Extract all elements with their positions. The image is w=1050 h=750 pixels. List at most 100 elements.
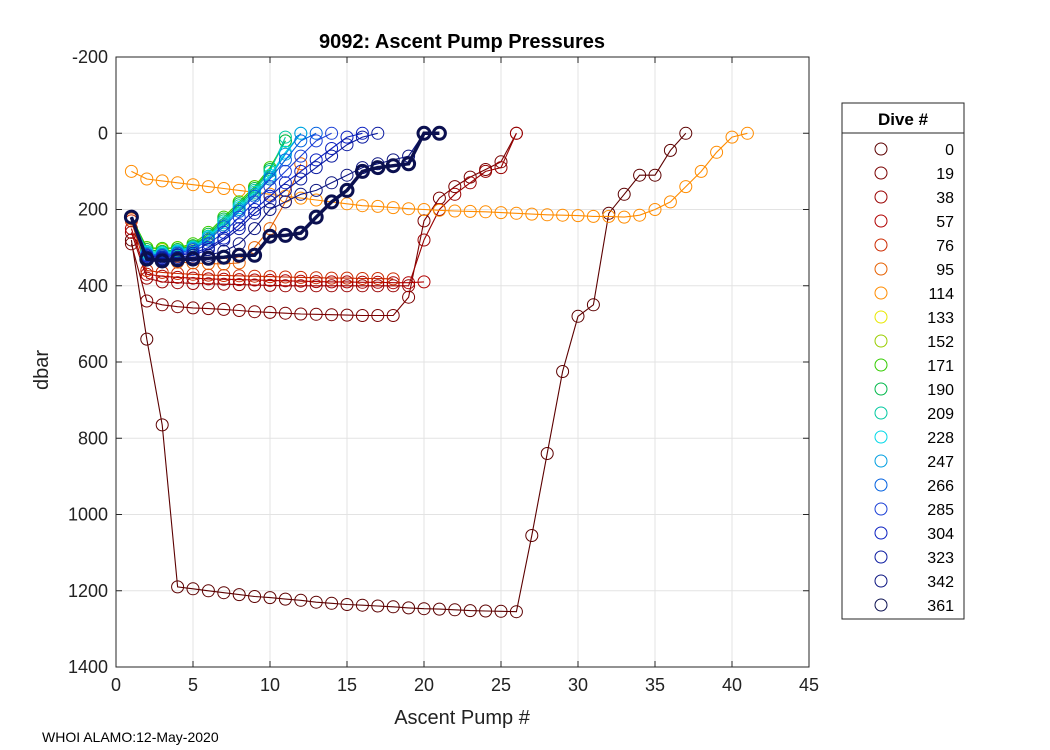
data-point [325, 126, 339, 140]
data-point [325, 271, 339, 285]
data-point [371, 309, 385, 322]
data-point [355, 275, 369, 289]
legend-label: 266 [927, 478, 954, 495]
data-point [509, 206, 523, 220]
legend-item-dive-95: 95 [874, 262, 954, 279]
data-point [370, 160, 386, 176]
legend-item-dive-38: 38 [874, 190, 954, 207]
data-point [140, 294, 154, 308]
legend-marker [874, 262, 888, 276]
data-point [263, 195, 277, 209]
legend-marker [874, 310, 888, 324]
series-dive-57 [124, 222, 431, 290]
data-point [201, 272, 215, 286]
legend-label: 76 [936, 238, 954, 255]
data-point [309, 275, 323, 289]
y-tick-label: 1000 [68, 505, 108, 525]
data-point [663, 195, 677, 209]
data-point [340, 275, 354, 289]
data-point [309, 595, 323, 609]
y-tick-label: 1400 [68, 657, 108, 677]
data-point [340, 271, 354, 285]
data-point [170, 252, 186, 268]
data-point [463, 176, 477, 190]
data-point [386, 276, 400, 290]
data-point [263, 273, 277, 287]
data-point [402, 202, 416, 216]
data-point [540, 447, 554, 460]
data-point [402, 290, 416, 304]
y-axis-ticks: -200 0 200 400 600 800 1000 1200 1400 [68, 47, 809, 677]
series-dive-0 [124, 126, 693, 619]
data-point [294, 126, 308, 140]
data-point [431, 125, 447, 141]
legend-item-dive-133: 133 [874, 310, 954, 327]
data-point [262, 228, 278, 244]
data-point [309, 183, 323, 197]
data-point [263, 172, 277, 186]
x-tick-label: 0 [111, 675, 121, 695]
data-point [263, 278, 277, 292]
data-point [385, 158, 401, 174]
legend-marker [874, 502, 888, 516]
data-point [248, 269, 262, 283]
chart-title: 9092: Ascent Pump Pressures [319, 31, 605, 53]
y-tick-label: 600 [78, 352, 108, 372]
data-point [371, 272, 385, 285]
data-point [140, 332, 154, 346]
data-point [309, 153, 323, 167]
data-point [556, 365, 570, 378]
data-point [294, 134, 308, 148]
data-point [325, 176, 339, 190]
data-point [339, 182, 355, 198]
data-point [294, 270, 308, 284]
legend-marker [874, 214, 888, 228]
data-point [309, 161, 323, 175]
data-point [386, 279, 400, 293]
data-point [171, 276, 185, 290]
data-point [217, 586, 231, 600]
data-point [602, 206, 616, 220]
legend-marker [874, 574, 888, 588]
series-dive-361 [123, 125, 447, 269]
data-point [248, 273, 262, 287]
legend-marker [874, 406, 888, 420]
legend-marker [874, 550, 888, 564]
legend-item-dive-57: 57 [874, 214, 954, 231]
data-point [232, 273, 246, 287]
data-point [416, 125, 432, 141]
data-point [325, 308, 339, 322]
legend-marker [874, 526, 888, 540]
legend-label: 323 [927, 550, 954, 567]
data-point [355, 130, 369, 144]
series-dive-76 [124, 214, 400, 286]
legend-label: 19 [936, 166, 954, 183]
data-point [278, 274, 292, 288]
data-point [248, 305, 262, 319]
data-point [232, 218, 246, 232]
x-tick-label: 30 [568, 675, 588, 695]
x-tick-label: 15 [337, 675, 357, 695]
y-axis-label: dbar [31, 350, 53, 390]
legend-label: 361 [927, 598, 954, 615]
data-point [278, 592, 292, 606]
data-point [479, 205, 493, 219]
data-point [386, 309, 400, 322]
data-point [217, 302, 231, 316]
data-point [479, 164, 493, 178]
x-tick-label: 5 [188, 675, 198, 695]
data-point [371, 126, 385, 140]
data-point [186, 277, 200, 290]
data-point [263, 180, 277, 194]
legend-item-dive-304: 304 [874, 526, 954, 543]
data-point [340, 168, 354, 182]
x-tick-label: 10 [260, 675, 280, 695]
legend-item-dive-76: 76 [874, 238, 954, 255]
data-point [633, 168, 647, 182]
legend-marker [874, 286, 888, 300]
data-point [617, 210, 631, 224]
data-point [201, 180, 215, 194]
data-point [247, 247, 263, 263]
data-point [294, 172, 308, 186]
data-point [278, 176, 292, 190]
